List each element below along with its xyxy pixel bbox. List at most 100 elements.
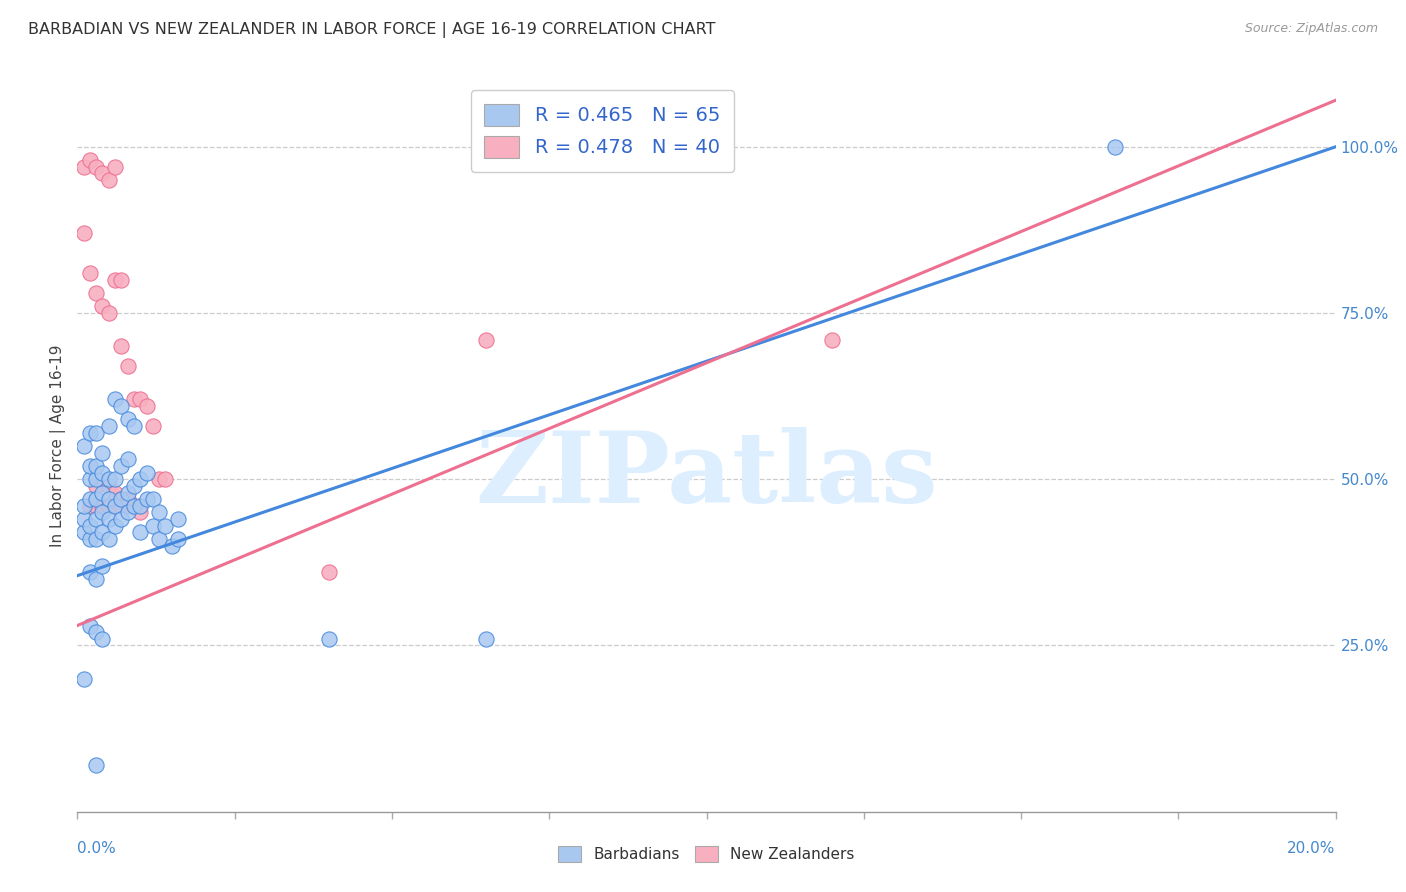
Point xyxy=(110,492,132,507)
Point xyxy=(135,466,157,480)
Point xyxy=(104,485,127,500)
Point xyxy=(104,499,127,513)
Point xyxy=(84,425,107,440)
Point xyxy=(84,625,107,640)
Point xyxy=(97,499,120,513)
Point xyxy=(79,492,101,507)
Point xyxy=(79,532,101,546)
Point xyxy=(84,532,107,546)
Point xyxy=(135,399,157,413)
Point xyxy=(318,632,340,646)
Point xyxy=(117,499,139,513)
Point xyxy=(97,306,120,320)
Point xyxy=(72,439,94,453)
Legend: Barbadians, New Zealanders: Barbadians, New Zealanders xyxy=(551,838,862,870)
Point xyxy=(72,160,94,174)
Point xyxy=(91,299,114,313)
Text: ZIPatlas: ZIPatlas xyxy=(475,426,938,524)
Point xyxy=(129,506,152,520)
Point xyxy=(117,485,139,500)
Point xyxy=(91,506,114,520)
Point xyxy=(84,572,107,586)
Point xyxy=(79,153,101,167)
Point xyxy=(318,566,340,580)
Point xyxy=(821,333,844,347)
Point xyxy=(79,458,101,473)
Point xyxy=(72,672,94,686)
Point xyxy=(79,472,101,486)
Point xyxy=(72,512,94,526)
Point xyxy=(91,166,114,180)
Point xyxy=(167,512,190,526)
Point xyxy=(110,512,132,526)
Point xyxy=(110,458,132,473)
Text: BARBADIAN VS NEW ZEALANDER IN LABOR FORCE | AGE 16-19 CORRELATION CHART: BARBADIAN VS NEW ZEALANDER IN LABOR FORC… xyxy=(28,22,716,38)
Point xyxy=(84,512,107,526)
Point xyxy=(84,479,107,493)
Y-axis label: In Labor Force | Age 16-19: In Labor Force | Age 16-19 xyxy=(51,344,66,548)
Point xyxy=(104,273,127,287)
Point xyxy=(475,333,498,347)
Point xyxy=(84,758,107,772)
Point xyxy=(122,419,145,434)
Point xyxy=(155,472,177,486)
Point xyxy=(129,499,152,513)
Point xyxy=(97,479,120,493)
Point xyxy=(104,472,127,486)
Point xyxy=(122,392,145,407)
Point xyxy=(135,492,157,507)
Point xyxy=(142,419,165,434)
Point xyxy=(97,532,120,546)
Point xyxy=(72,499,94,513)
Point xyxy=(91,466,114,480)
Point xyxy=(79,566,101,580)
Point xyxy=(148,472,170,486)
Point xyxy=(72,525,94,540)
Point xyxy=(79,266,101,280)
Point xyxy=(129,472,152,486)
Text: 0.0%: 0.0% xyxy=(77,841,117,856)
Point xyxy=(117,492,139,507)
Point xyxy=(97,512,120,526)
Point xyxy=(110,399,132,413)
Point xyxy=(129,525,152,540)
Point xyxy=(122,499,145,513)
Point xyxy=(142,492,165,507)
Point xyxy=(84,499,107,513)
Point xyxy=(97,419,120,434)
Point xyxy=(97,173,120,187)
Point xyxy=(117,359,139,374)
Point xyxy=(91,499,114,513)
Point xyxy=(84,286,107,301)
Point xyxy=(129,392,152,407)
Text: 20.0%: 20.0% xyxy=(1288,841,1336,856)
Point xyxy=(122,499,145,513)
Point xyxy=(91,445,114,459)
Point xyxy=(142,518,165,533)
Point xyxy=(79,499,101,513)
Point xyxy=(129,499,152,513)
Point xyxy=(97,492,120,507)
Point xyxy=(167,532,190,546)
Point xyxy=(122,479,145,493)
Point xyxy=(84,160,107,174)
Point xyxy=(79,518,101,533)
Point xyxy=(110,492,132,507)
Text: Source: ZipAtlas.com: Source: ZipAtlas.com xyxy=(1244,22,1378,36)
Point xyxy=(155,518,177,533)
Point xyxy=(104,160,127,174)
Point xyxy=(91,485,114,500)
Point xyxy=(104,499,127,513)
Point xyxy=(117,412,139,426)
Point xyxy=(104,518,127,533)
Point xyxy=(84,458,107,473)
Point xyxy=(110,339,132,353)
Point xyxy=(148,506,170,520)
Point xyxy=(104,392,127,407)
Point xyxy=(117,506,139,520)
Point xyxy=(160,539,183,553)
Point xyxy=(84,492,107,507)
Point xyxy=(475,632,498,646)
Point xyxy=(79,425,101,440)
Point xyxy=(72,226,94,240)
